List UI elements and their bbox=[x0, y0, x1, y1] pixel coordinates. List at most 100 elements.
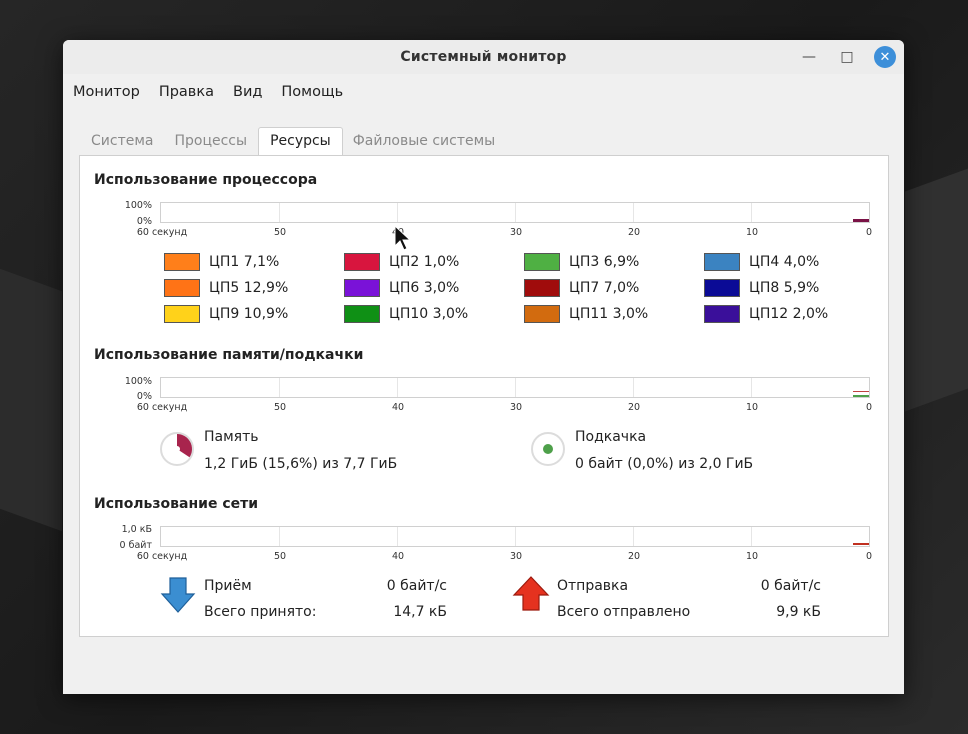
x-tick-label: 10 bbox=[745, 402, 759, 413]
x-tick-label: 40 bbox=[391, 551, 405, 562]
cpu-legend-item: ЦП6 3,0% bbox=[344, 278, 459, 298]
minimize-button[interactable]: — bbox=[802, 49, 816, 65]
memory-section-title: Использование памяти/подкачки bbox=[94, 347, 364, 363]
x-tick-label: 50 bbox=[273, 551, 287, 562]
tab-filesystems[interactable]: Файловые системы bbox=[352, 133, 496, 149]
network-plot-area bbox=[160, 526, 870, 547]
cpu-color-swatch[interactable] bbox=[524, 279, 560, 297]
x-tick-label: 60 секунд bbox=[136, 227, 188, 238]
cpu-legend-item: ЦП7 7,0% bbox=[524, 278, 639, 298]
x-tick-label: 20 bbox=[627, 402, 641, 413]
cpu-section-title: Использование процессора bbox=[94, 172, 318, 188]
cpu-color-swatch[interactable] bbox=[344, 279, 380, 297]
mem-y-max-label: 100% bbox=[124, 376, 152, 387]
cpu-legend-item: ЦП10 3,0% bbox=[344, 304, 468, 324]
memory-value: 1,2 ГиБ (15,6%) из 7,7 ГиБ bbox=[204, 456, 398, 472]
network-section-title: Использование сети bbox=[94, 496, 259, 512]
memory-pie-slice bbox=[177, 434, 192, 458]
tab-bar: Система Процессы Ресурсы Файловые систем… bbox=[81, 126, 506, 157]
swap-usage-trace bbox=[853, 395, 869, 397]
menu-help[interactable]: Помощь bbox=[281, 84, 344, 100]
net-y-max-label: 1,0 кБ bbox=[121, 524, 152, 535]
cpu-core-label: ЦП4 bbox=[749, 254, 780, 270]
cpu-y-min-label: 0% bbox=[136, 216, 152, 227]
cpu-legend-item: ЦП9 10,9% bbox=[164, 304, 288, 324]
resources-panel: Использование процессора 100% 0% 60 секу… bbox=[79, 155, 889, 637]
cpu-color-swatch[interactable] bbox=[704, 305, 740, 323]
x-tick-label: 20 bbox=[627, 227, 641, 238]
cpu-y-max-label: 100% bbox=[124, 200, 152, 211]
net-y-min-label: 0 байт bbox=[119, 540, 152, 551]
receive-total: 14,7 кБ bbox=[393, 604, 447, 620]
cpu-core-value: 7,0% bbox=[603, 280, 640, 296]
cpu-core-value: 12,9% bbox=[243, 280, 289, 296]
menu-monitor[interactable]: Монитор bbox=[73, 84, 140, 100]
menu-edit[interactable]: Правка bbox=[158, 84, 214, 100]
cpu-core-label: ЦП11 bbox=[569, 306, 609, 322]
memory-plot-area bbox=[160, 377, 870, 398]
cpu-core-label: ЦП2 bbox=[389, 254, 420, 270]
cpu-legend-item: ЦП3 6,9% bbox=[524, 252, 639, 272]
cpu-color-swatch[interactable] bbox=[344, 253, 380, 271]
cpu-core-value: 7,1% bbox=[243, 254, 280, 270]
cpu-color-swatch[interactable] bbox=[164, 305, 200, 323]
cpu-legend-item: ЦП8 5,9% bbox=[704, 278, 819, 298]
cpu-core-label: ЦП8 bbox=[749, 280, 780, 296]
tab-resources[interactable]: Ресурсы bbox=[258, 127, 343, 157]
cpu-color-swatch[interactable] bbox=[164, 253, 200, 271]
cpu-color-swatch[interactable] bbox=[524, 305, 560, 323]
swap-label: Подкачка bbox=[575, 429, 647, 445]
tab-processes[interactable]: Процессы bbox=[174, 133, 248, 149]
x-tick-label: 30 bbox=[509, 227, 523, 238]
x-tick-label: 40 bbox=[391, 402, 405, 413]
memory-pie-chart[interactable] bbox=[159, 431, 195, 467]
cpu-core-value: 10,9% bbox=[243, 306, 289, 322]
cpu-legend-item: ЦП12 2,0% bbox=[704, 304, 828, 324]
cpu-core-value: 3,0% bbox=[432, 306, 469, 322]
send-total-label: Всего отправлено bbox=[557, 604, 691, 620]
maximize-button[interactable]: □ bbox=[840, 49, 854, 65]
menu-view[interactable]: Вид bbox=[233, 84, 263, 100]
cpu-core-value: 6,9% bbox=[603, 254, 640, 270]
cpu-color-swatch[interactable] bbox=[524, 253, 560, 271]
cpu-core-value: 4,0% bbox=[783, 254, 820, 270]
x-tick-label: 30 bbox=[509, 402, 523, 413]
mouse-cursor-icon bbox=[394, 225, 412, 251]
cpu-core-label: ЦП5 bbox=[209, 280, 240, 296]
memory-usage-trace bbox=[853, 391, 869, 392]
network-usage-trace bbox=[853, 543, 869, 545]
memory-label: Память bbox=[204, 429, 259, 445]
x-tick-label: 0 bbox=[865, 402, 873, 413]
send-arrow-icon[interactable] bbox=[512, 576, 550, 612]
tab-system[interactable]: Система bbox=[91, 133, 154, 149]
swap-pie-chart[interactable] bbox=[530, 431, 566, 467]
x-tick-label: 60 секунд bbox=[136, 402, 188, 413]
receive-arrow-icon[interactable] bbox=[160, 576, 196, 614]
cpu-color-swatch[interactable] bbox=[164, 279, 200, 297]
cpu-color-swatch[interactable] bbox=[704, 279, 740, 297]
mem-y-min-label: 0% bbox=[136, 391, 152, 402]
cpu-plot-area bbox=[160, 202, 870, 223]
cpu-core-label: ЦП12 bbox=[749, 306, 789, 322]
x-tick-label: 60 секунд bbox=[136, 551, 188, 562]
cpu-core-value: 2,0% bbox=[792, 306, 829, 322]
desktop-tile bbox=[905, 168, 968, 412]
cpu-color-swatch[interactable] bbox=[344, 305, 380, 323]
cpu-color-swatch[interactable] bbox=[704, 253, 740, 271]
system-monitor-window: Системный монитор — □ ✕ Монитор Правка В… bbox=[63, 40, 904, 694]
cpu-core-value: 3,0% bbox=[612, 306, 649, 322]
cpu-legend-item: ЦП2 1,0% bbox=[344, 252, 459, 272]
swap-value: 0 байт (0,0%) из 2,0 ГиБ bbox=[575, 456, 754, 472]
x-tick-label: 0 bbox=[865, 227, 873, 238]
cpu-usage-trace bbox=[853, 219, 869, 222]
cpu-core-label: ЦП6 bbox=[389, 280, 420, 296]
receive-total-label: Всего принято: bbox=[204, 604, 317, 620]
cpu-core-label: ЦП1 bbox=[209, 254, 240, 270]
close-button[interactable]: ✕ bbox=[874, 46, 896, 68]
x-tick-label: 20 bbox=[627, 551, 641, 562]
cpu-core-value: 3,0% bbox=[423, 280, 460, 296]
title-bar[interactable]: Системный монитор — □ ✕ bbox=[63, 40, 904, 74]
receive-label: Приём bbox=[204, 578, 252, 594]
x-tick-label: 50 bbox=[273, 227, 287, 238]
desktop-tile bbox=[0, 268, 62, 532]
